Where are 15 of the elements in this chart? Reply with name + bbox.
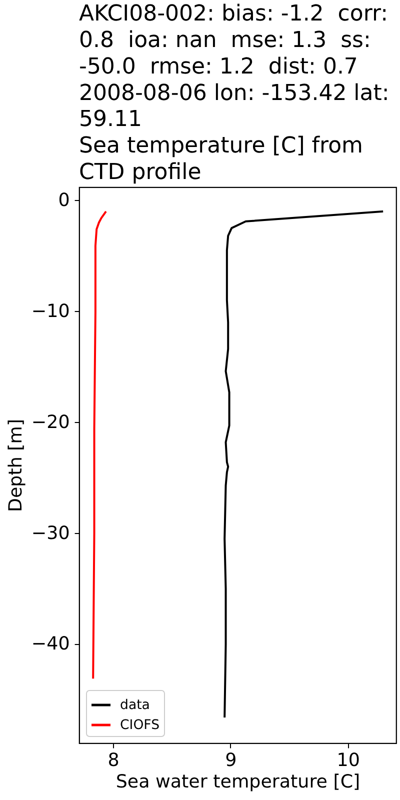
y-tick-label: −20 (31, 412, 70, 433)
y-tick-label: −30 (31, 522, 70, 544)
x-tick-label: 9 (225, 750, 237, 772)
line-series (92, 210, 108, 680)
line-series (224, 210, 384, 718)
x-tick-label: 10 (336, 750, 360, 772)
chart-title: AKCI08-002: bias: -1.2 corr: 0.8 ioa: nan mse: 1.3 ss: -50.0 rmse: 1.2 dist: 0.7 2008-08-06 lon: -153.42 lat: 59.11 Sea temperature [C] from CTD profile (79, 2, 390, 185)
y-axis-title: Depth [m] (5, 418, 26, 512)
legend-label: data (120, 698, 150, 713)
y-tick-label: 0 (58, 190, 70, 211)
legend-label: CIOFS (120, 718, 160, 733)
x-axis-title: Sea water temperature [C] (116, 771, 360, 792)
x-tick-label: 8 (108, 750, 120, 772)
y-tick-label: −10 (31, 300, 70, 322)
y-tick-label: −40 (31, 634, 70, 655)
